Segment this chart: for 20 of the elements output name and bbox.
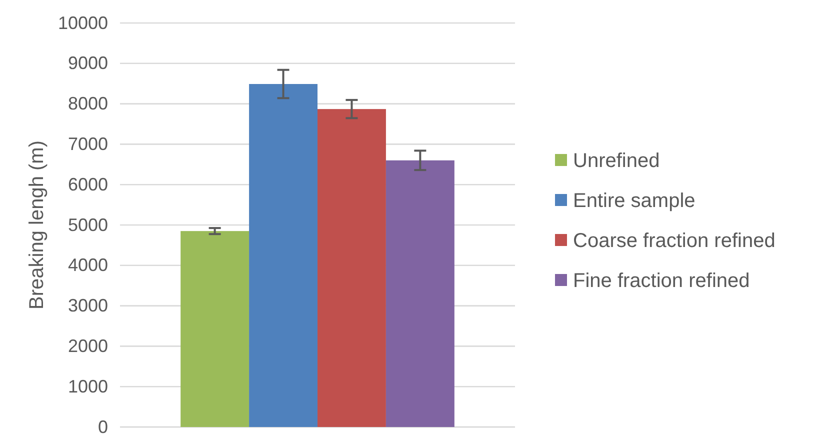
y-tick-label: 2000	[68, 336, 108, 356]
y-tick-label: 10000	[58, 12, 108, 33]
y-tick-label: 3000	[68, 296, 108, 316]
legend-label: Unrefined	[573, 150, 660, 172]
y-tick-label: 5000	[68, 214, 108, 235]
y-tick-label: 1000	[68, 376, 108, 396]
y-tick-label: 7000	[68, 134, 108, 154]
y-tick-label: 0	[98, 416, 108, 434]
bar	[318, 109, 386, 427]
legend-label: Fine fraction refined	[573, 270, 750, 292]
legend-label: Coarse fraction refined	[573, 230, 776, 252]
y-tick-label: 8000	[68, 94, 108, 114]
bar	[386, 160, 454, 427]
bar	[249, 84, 318, 427]
y-tick-label: 4000	[68, 255, 108, 276]
bar	[180, 231, 250, 427]
y-tick-label: 6000	[68, 174, 108, 194]
y-axis-title: Breaking lengh (m)	[26, 140, 48, 310]
legend-label: Entire sample	[573, 190, 696, 212]
y-tick-label: 9000	[68, 53, 108, 74]
